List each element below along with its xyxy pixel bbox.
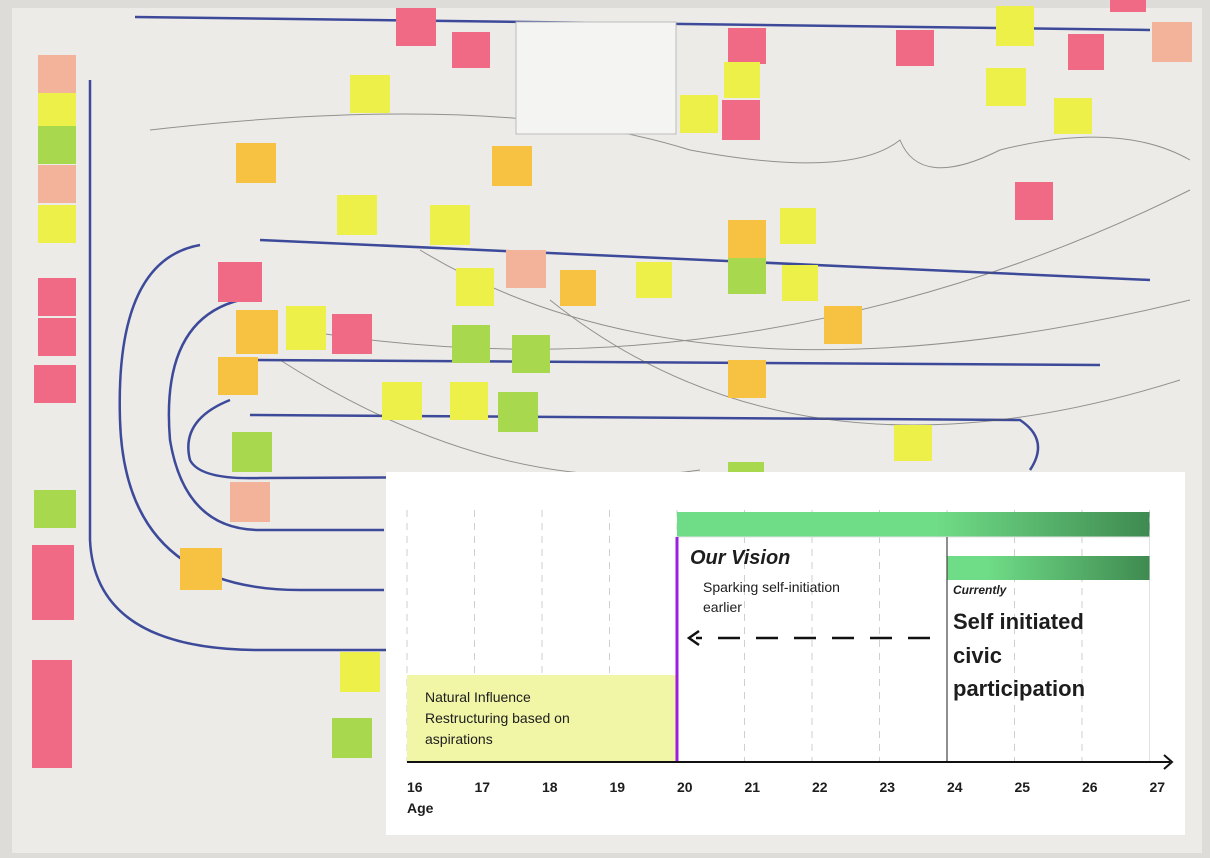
sticky-note — [34, 365, 76, 403]
x-axis-arrowhead — [1163, 754, 1174, 770]
sticky-note — [38, 93, 76, 131]
sticky-note — [1152, 22, 1192, 62]
sticky-note — [512, 335, 550, 373]
sticky-note — [38, 278, 76, 316]
sticky-note — [728, 360, 766, 398]
sticky-note — [780, 208, 816, 244]
tick-label: 26 — [1082, 779, 1098, 795]
sticky-note — [382, 382, 422, 420]
shift-arrowhead — [686, 629, 700, 647]
current-bar — [947, 556, 1150, 580]
sticky-note — [337, 195, 377, 235]
paper-sheet — [515, 21, 677, 135]
sticky-note — [332, 718, 372, 758]
sticky-note — [1054, 98, 1092, 134]
sticky-note — [38, 55, 76, 93]
tick-label: 18 — [542, 779, 558, 795]
sticky-note — [824, 306, 862, 344]
sticky-note — [996, 6, 1034, 46]
tick-label: 27 — [1149, 779, 1166, 795]
sticky-note — [782, 265, 818, 301]
sticky-note — [636, 262, 672, 298]
sticky-note — [340, 652, 380, 692]
sticky-note — [452, 32, 490, 68]
sticky-note — [506, 250, 546, 288]
sticky-note — [236, 143, 276, 183]
sticky-note — [230, 482, 270, 522]
sticky-note — [456, 268, 494, 306]
vision-text: Sparking self-initiation earlier — [703, 579, 840, 615]
sticky-notes — [32, 0, 1192, 768]
sticky-note — [332, 314, 372, 354]
sticky-note — [218, 357, 258, 395]
sticky-note — [38, 126, 76, 164]
vision-title: Our Vision — [690, 547, 791, 569]
sticky-note — [986, 68, 1026, 106]
sticky-note — [560, 270, 596, 306]
sticky-note — [38, 318, 76, 356]
sticky-note — [722, 100, 760, 140]
sticky-note — [38, 205, 76, 243]
tick-label: 22 — [812, 779, 828, 795]
sticky-note — [430, 205, 470, 245]
natural-text: Natural Influence Restructuring based on… — [425, 689, 570, 747]
sticky-note — [32, 660, 72, 700]
sticky-note — [232, 432, 272, 472]
sticky-note — [450, 382, 488, 420]
sticky-note — [492, 146, 532, 186]
sticky-note — [680, 95, 718, 133]
tick-label: 20 — [677, 779, 693, 795]
sticky-note — [728, 28, 766, 64]
tick-label: 21 — [744, 779, 761, 795]
tick-label: 23 — [879, 779, 896, 795]
sticky-note — [350, 75, 390, 113]
sticky-note — [396, 8, 436, 46]
timeline-loops — [88, 15, 1180, 652]
tick-label: 16 — [407, 779, 423, 795]
sticky-note — [32, 580, 74, 620]
sticky-note — [236, 310, 278, 354]
sticky-note — [452, 325, 490, 363]
tick-label: 25 — [1014, 779, 1031, 795]
sticky-note — [38, 165, 76, 203]
tick-label: 19 — [609, 779, 626, 795]
sticky-note — [1068, 34, 1104, 70]
current-text: Self initiated civic participation — [953, 609, 1086, 701]
sticky-note — [1110, 0, 1146, 12]
sticky-note — [34, 490, 76, 528]
sticky-note — [728, 258, 766, 294]
natural-region — [407, 675, 677, 762]
sticky-note — [286, 306, 326, 350]
current-label: Currently — [953, 583, 1007, 597]
tick-label: 17 — [474, 779, 491, 795]
sticky-note — [218, 262, 262, 302]
sticky-note — [896, 30, 934, 66]
sticky-note — [728, 462, 764, 474]
sticky-note — [32, 730, 72, 768]
sticky-note — [724, 62, 760, 98]
tick-label: 24 — [947, 779, 963, 795]
sticky-note — [894, 425, 932, 461]
sticky-note — [728, 220, 766, 258]
timeline-panel: Our Vision Sparking self-initiation earl… — [386, 472, 1185, 835]
timeline-chart — [406, 510, 1174, 770]
sticky-note — [180, 548, 222, 590]
vision-bar — [677, 512, 1150, 537]
axis-label: Age — [407, 800, 434, 816]
sticky-note — [498, 392, 538, 432]
sticky-note — [1015, 182, 1053, 220]
